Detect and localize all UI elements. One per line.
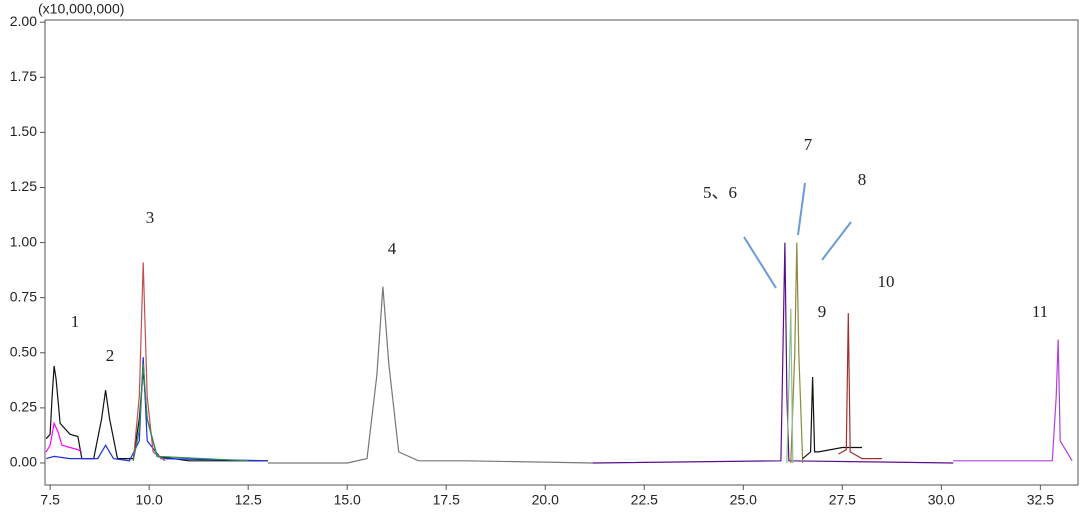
y-tick-label: 1.75 xyxy=(10,68,37,84)
y-tick-label: 1.50 xyxy=(10,123,37,139)
y-tick-label: 2.00 xyxy=(10,13,37,29)
peak-label: 3 xyxy=(146,208,155,227)
trace xyxy=(268,286,593,464)
trace xyxy=(46,357,269,462)
x-tick-label: 22.5 xyxy=(631,492,658,508)
x-tick-label: 25.0 xyxy=(730,492,757,508)
trace xyxy=(802,376,863,460)
peak-label: 4 xyxy=(388,239,397,258)
trace xyxy=(132,363,249,462)
y-tick-label: 1.25 xyxy=(10,178,37,194)
y-axis-label: (x10,000,000) xyxy=(38,1,124,17)
y-tick-label: 0.75 xyxy=(10,288,37,304)
x-tick-label: 15.0 xyxy=(334,492,361,508)
plot-frame xyxy=(44,19,1079,486)
x-tick-label: 17.5 xyxy=(433,492,460,508)
peak-label: 5、6 xyxy=(703,183,737,202)
x-tick-label: 30.0 xyxy=(928,492,955,508)
trace xyxy=(790,242,804,464)
leader-line xyxy=(797,182,806,236)
trace xyxy=(786,308,794,464)
leader-line xyxy=(743,236,777,289)
peak-label: 8 xyxy=(858,170,867,189)
x-tick-label: 27.5 xyxy=(829,492,856,508)
peak-label: 2 xyxy=(106,346,115,365)
peak-label: 7 xyxy=(804,135,813,154)
y-tick-label: 0.00 xyxy=(10,454,37,470)
y-tick-label: 1.00 xyxy=(10,233,37,249)
x-tick-label: 12.5 xyxy=(235,492,262,508)
trace xyxy=(45,365,268,462)
leader-line xyxy=(821,221,852,261)
peak-label: 9 xyxy=(818,302,827,321)
trace xyxy=(953,339,1073,462)
x-tick-label: 10.0 xyxy=(136,492,163,508)
trace xyxy=(592,242,954,464)
peak-label: 1 xyxy=(71,312,80,331)
y-tick-label: 0.50 xyxy=(10,343,37,359)
trace xyxy=(132,262,166,462)
y-tick-label: 0.25 xyxy=(10,399,37,415)
trace xyxy=(45,421,83,453)
x-tick-label: 32.5 xyxy=(1027,492,1054,508)
peak-label: 10 xyxy=(878,272,895,291)
trace xyxy=(838,313,882,460)
x-tick-label: 20.0 xyxy=(532,492,559,508)
peak-label: 11 xyxy=(1032,302,1048,321)
x-tick-label: 7.5 xyxy=(40,492,60,508)
